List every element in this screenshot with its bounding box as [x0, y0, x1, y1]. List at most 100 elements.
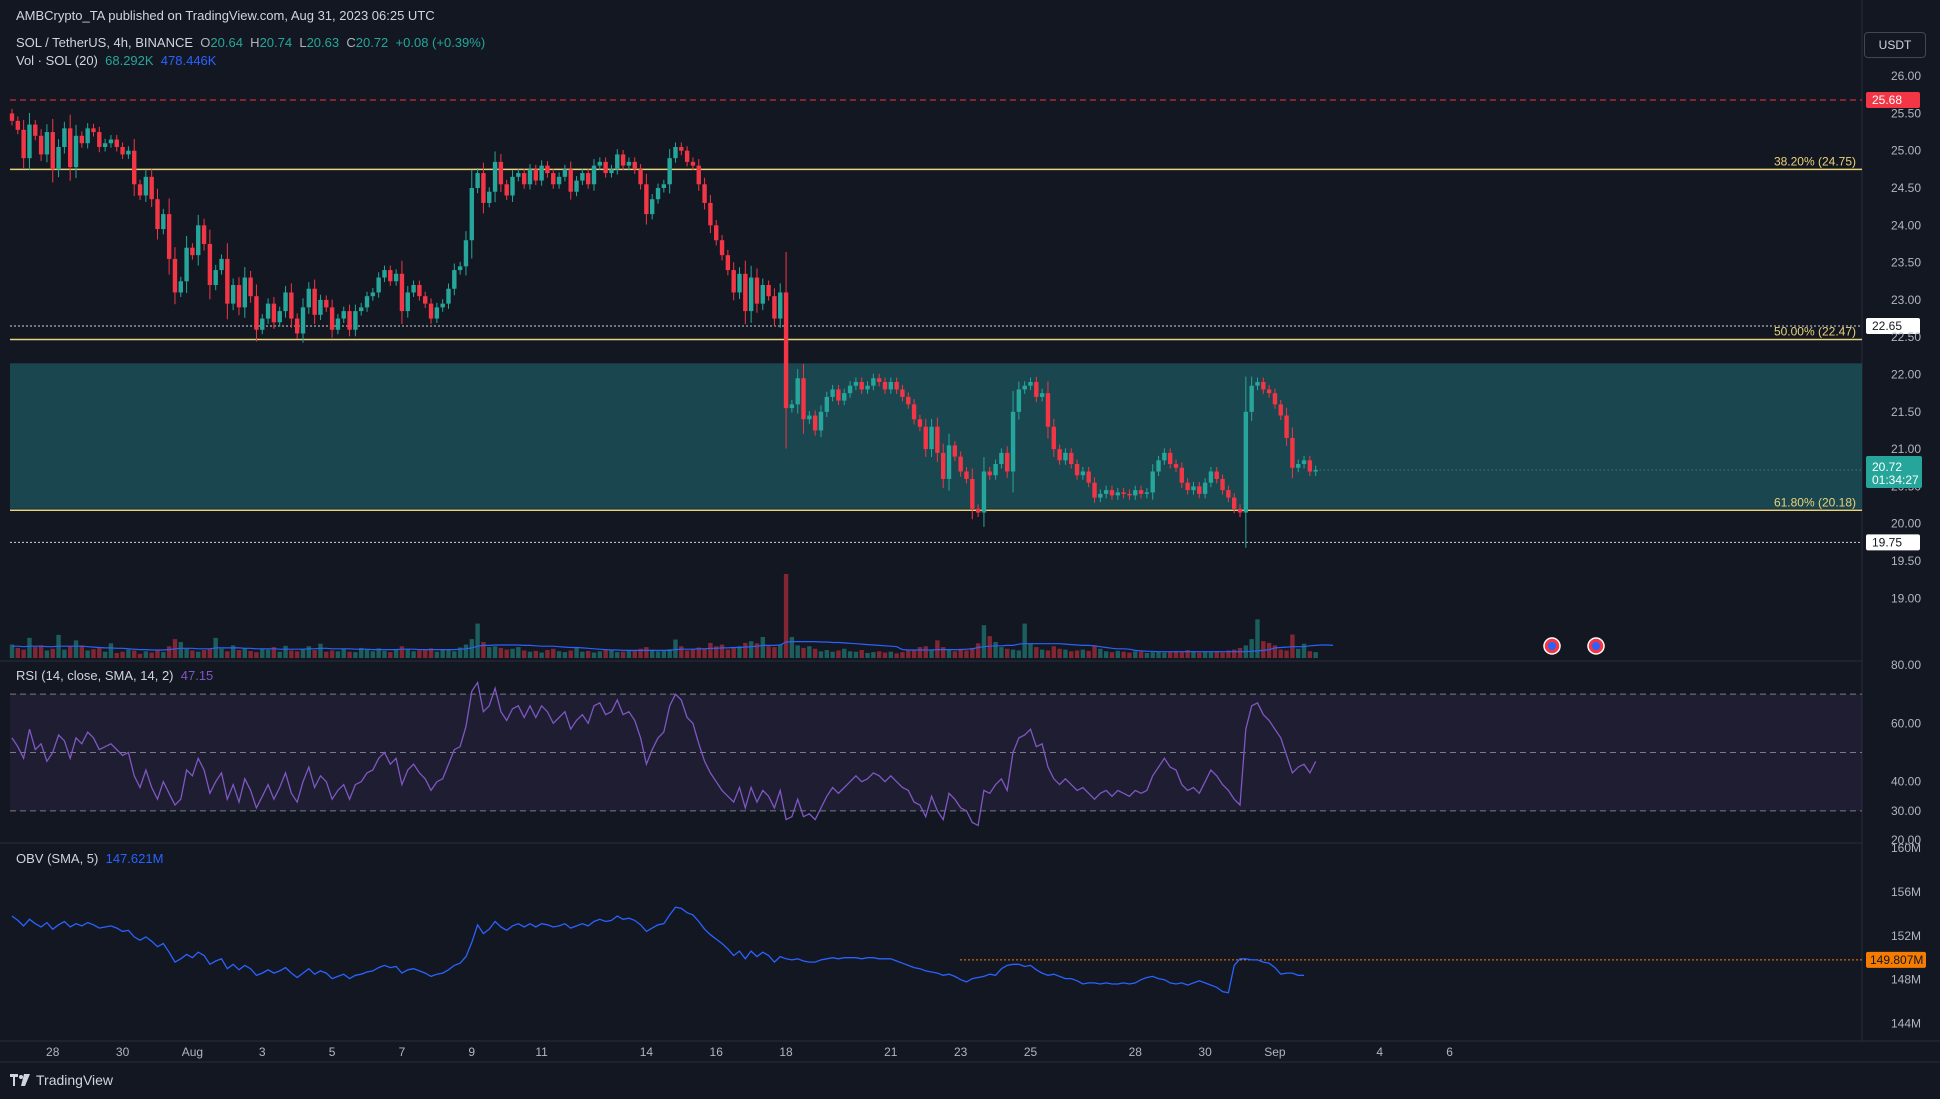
volume-bar	[335, 651, 341, 658]
candle-body	[353, 311, 358, 330]
candle-body	[475, 173, 480, 189]
candle-body	[9, 113, 15, 121]
candle-body	[696, 165, 701, 185]
obv-level-tag	[1866, 951, 1926, 968]
price-axis-tick: 22.50	[1891, 330, 1921, 344]
candle-body	[102, 143, 108, 147]
obv-label[interactable]: OBV (SMA, 5)	[16, 851, 99, 866]
candle-body	[1144, 492, 1150, 494]
time-axis-tick: Sep	[1264, 1045, 1286, 1059]
volume-bar	[492, 646, 498, 658]
volume-legend[interactable]: Vol · SOL (20) 68.292K 478.446K	[16, 53, 216, 68]
volume-bar	[38, 645, 44, 658]
candle-body	[190, 247, 195, 256]
volume-bar	[516, 647, 521, 658]
symbol-ohlc-legend[interactable]: SOL / TetherUS, 4h, BINANCE O20.64 H20.7…	[16, 35, 485, 50]
volume-bar	[411, 651, 416, 658]
currency-button[interactable]: USDT	[1864, 32, 1926, 58]
current-price-tag	[1866, 456, 1922, 489]
open-label: O	[200, 35, 211, 50]
rsi-label[interactable]: RSI (14, close, SMA, 14, 2)	[16, 668, 174, 683]
volume-bar	[1214, 651, 1219, 658]
rsi-axis-tick: 20.00	[1891, 833, 1921, 847]
volume-bar	[574, 647, 579, 658]
close-value: 20.72	[355, 35, 389, 50]
volume-bar	[1022, 623, 1027, 658]
low-label: L	[299, 35, 307, 50]
candle-body	[143, 176, 149, 196]
candle-body	[783, 292, 789, 409]
candle-body	[650, 199, 655, 215]
rsi-legend[interactable]: RSI (14, close, SMA, 14, 2) 47.15	[16, 668, 213, 683]
volume-bar	[714, 646, 719, 658]
volume-bar	[1220, 652, 1225, 658]
candle-body	[1045, 393, 1051, 427]
price-axis-tick: 25.50	[1891, 106, 1921, 120]
candle-body	[1243, 411, 1249, 513]
obv-legend[interactable]: OBV (SMA, 5) 147.621M	[16, 851, 163, 866]
volume-label[interactable]: Vol · SOL (20)	[16, 53, 98, 68]
high-value: 20.74	[259, 35, 293, 50]
candle-body	[644, 184, 649, 215]
volume-bar	[1266, 642, 1272, 658]
volume-bar	[970, 647, 975, 658]
fib-level-label: 61.80% (20.18)	[1774, 495, 1856, 509]
volume-bar	[731, 647, 736, 658]
candle-body	[50, 132, 55, 170]
candle-body	[341, 311, 346, 319]
time-axis-tick: 4	[1376, 1045, 1383, 1059]
candle-body	[1034, 381, 1039, 397]
volume-bar	[1086, 650, 1091, 658]
tradingview-logo[interactable]: TradingView	[10, 1072, 113, 1088]
volume-bar	[1057, 648, 1062, 658]
volume-bar	[388, 652, 393, 658]
volume-bar	[696, 647, 701, 658]
candle-body	[300, 307, 306, 334]
rsi-axis-tick: 30.00	[1891, 804, 1921, 818]
volume-bar	[527, 651, 533, 658]
volume-bar	[981, 625, 987, 658]
volume-bar	[551, 648, 556, 658]
fib-level-label: 38.20% (24.75)	[1774, 154, 1856, 168]
volume-bar	[428, 648, 434, 658]
candle-body	[492, 161, 498, 192]
volume-bar	[440, 649, 445, 658]
candle-body	[196, 225, 201, 256]
price-axis-tick: 20.00	[1891, 517, 1921, 531]
volume-bar	[68, 646, 73, 658]
candle-body	[882, 381, 888, 390]
volume-bar	[1179, 652, 1185, 658]
volume-bar	[650, 649, 655, 658]
candle-body	[1080, 471, 1086, 476]
volume-bar	[952, 651, 958, 658]
candle-body	[1022, 385, 1027, 390]
candle-body	[906, 396, 911, 405]
candle-body	[737, 273, 742, 293]
candle-body	[859, 381, 864, 390]
candle-body	[347, 311, 352, 330]
volume-bar	[9, 644, 15, 658]
symbol-title[interactable]: SOL / TetherUS, 4h, BINANCE	[16, 35, 194, 50]
candle-body	[981, 471, 987, 513]
candle-body	[667, 158, 672, 185]
volume-bar	[1098, 648, 1103, 658]
volume-bar	[1109, 652, 1115, 658]
volume-bar	[1156, 651, 1161, 658]
volume-bar	[457, 647, 463, 658]
candle-body	[318, 299, 323, 315]
candle-body	[1173, 464, 1179, 468]
candle-body	[516, 173, 521, 177]
candle-body	[591, 165, 597, 185]
candle-body	[521, 173, 527, 185]
candle-body	[1220, 478, 1225, 491]
candle-body	[853, 381, 859, 386]
volume-bar	[760, 637, 765, 658]
candle-body	[15, 120, 21, 130]
volume-bar	[1307, 651, 1313, 658]
candle-body	[603, 161, 608, 174]
volume-bar	[184, 648, 189, 658]
price-axis-tick: 21.00	[1891, 442, 1921, 456]
candle-body	[970, 478, 975, 509]
